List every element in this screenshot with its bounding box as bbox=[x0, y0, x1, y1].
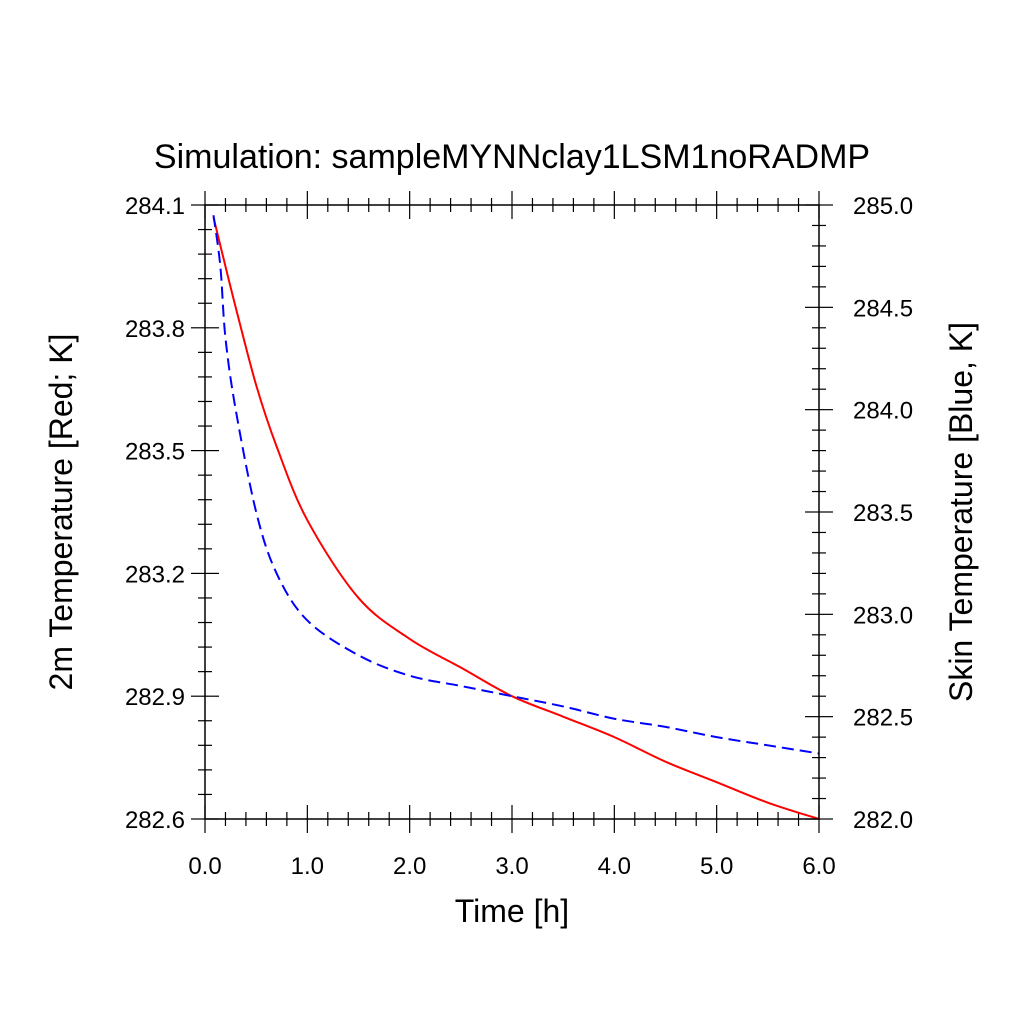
y-left-tick-label: 282.9 bbox=[125, 684, 185, 711]
x-tick-label: 4.0 bbox=[598, 853, 631, 880]
2m-temperature-line bbox=[212, 217, 820, 820]
y-left-axis-title: 2m Temperature [Red; K] bbox=[43, 334, 79, 691]
y-right-tick-label: 282.5 bbox=[853, 705, 913, 732]
x-tick-label: 0.0 bbox=[188, 853, 221, 880]
y-left-tick-label: 283.8 bbox=[125, 316, 185, 343]
skin-temperature-line bbox=[212, 215, 820, 755]
y-right-axis-title: Skin Temperature [Blue, K] bbox=[943, 322, 979, 702]
y-right-tick-label: 282.0 bbox=[853, 807, 913, 834]
series-layer bbox=[212, 215, 820, 820]
y-left-tick-label: 283.5 bbox=[125, 439, 185, 466]
x-tick-label: 2.0 bbox=[393, 853, 426, 880]
x-tick-label: 6.0 bbox=[802, 853, 835, 880]
x-tick-label: 1.0 bbox=[291, 853, 324, 880]
plot-frame bbox=[204, 204, 820, 820]
ticks-layer bbox=[191, 191, 833, 833]
x-axis-title: Time [h] bbox=[455, 893, 569, 929]
y-left-tick-label: 284.1 bbox=[125, 193, 185, 220]
chart-title: Simulation: sampleMYNNclay1LSM1noRADMP bbox=[154, 138, 870, 176]
x-tick-label: 3.0 bbox=[495, 853, 528, 880]
y-left-tick-label: 282.6 bbox=[125, 807, 185, 834]
y-right-tick-label: 283.0 bbox=[853, 602, 913, 629]
y-right-tick-label: 284.0 bbox=[853, 398, 913, 425]
y-left-tick-label: 283.2 bbox=[125, 561, 185, 588]
y-right-tick-label: 284.5 bbox=[853, 295, 913, 322]
y-right-tick-label: 285.0 bbox=[853, 193, 913, 220]
tick-labels-layer: 0.0 1.0 2.0 3.0 4.0 5.0 6.0 282.6 282.9 283.2 283.… bbox=[125, 193, 913, 880]
y-right-tick-label: 283.5 bbox=[853, 500, 913, 527]
x-tick-label: 5.0 bbox=[700, 853, 733, 880]
